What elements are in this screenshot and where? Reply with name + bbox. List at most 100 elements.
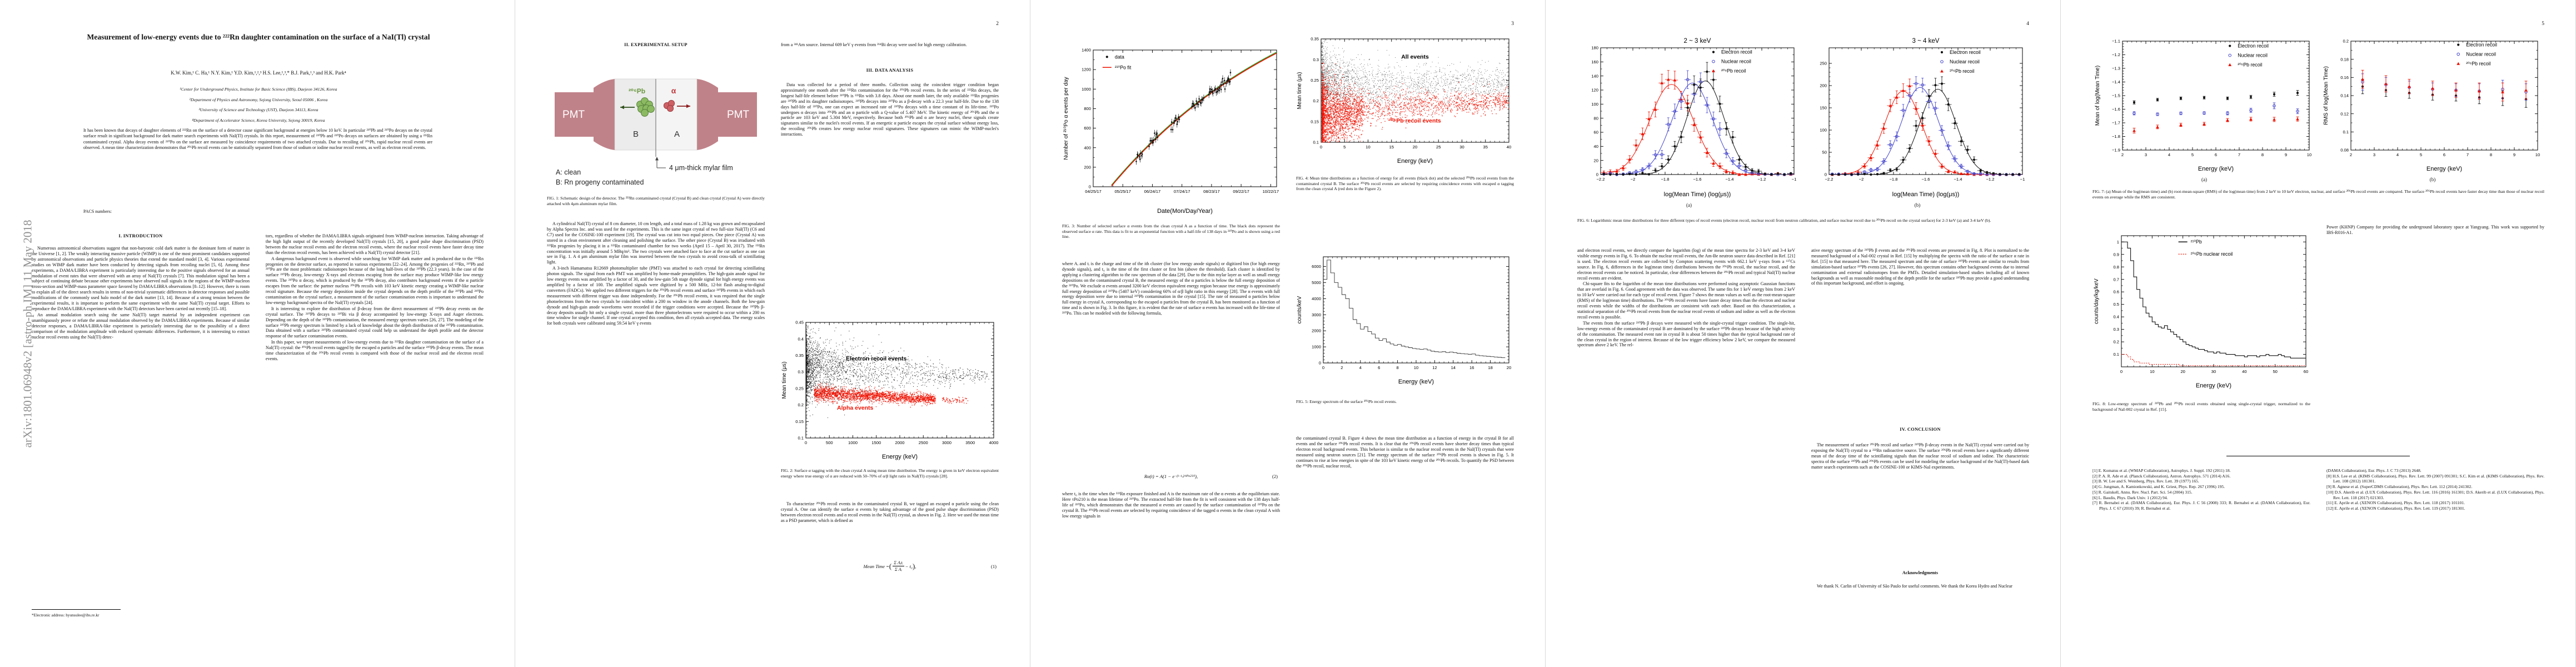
figure-7b-sublabel: (b) <box>2429 177 2436 182</box>
figure-6-caption: FIG. 6: Logarithmic mean time distributi… <box>1577 218 1991 223</box>
svg-text:4000: 4000 <box>989 440 999 445</box>
paragraph: [3] B. W. Lee and S. Weinberg, Phys. Rev… <box>2092 479 2199 484</box>
paragraph: Data was collected for a period of three… <box>781 82 999 137</box>
eq1-lhs: Mean Time = <box>863 563 889 569</box>
figure-7-caption: FIG. 7: (a) Mean of the log(mean time) a… <box>2092 189 2544 200</box>
figure-4: 0 5 10 15 20 25 30 35 40 0.1 0.15 0.2 0.25 0.3 0.35 Ene… <box>1294 33 1516 167</box>
page-number: 3 <box>1511 21 1514 27</box>
page1-column1-text: Numerous astronomical observations sugge… <box>32 246 250 601</box>
figure-7a: 2 3 4 5 6 7 8 9 10 −1.9 −1.8 −1.7 −1.6 −1.5 −1.4 −1.3 −1… <box>2092 34 2316 175</box>
figure-7a-sublabel: (a) <box>2201 177 2207 182</box>
paragraph: Chi-square fits to the logarithm of the … <box>1577 281 1795 320</box>
paragraph: where t₀ is the time when the ²²²Rn expo… <box>1062 491 1280 519</box>
svg-text:Energy (keV): Energy (keV) <box>882 454 918 460</box>
paragraph: where Aᵢ and tᵢ is the charge and time o… <box>1062 261 1280 316</box>
svg-text:2500: 2500 <box>919 440 928 445</box>
svg-text:0.25: 0.25 <box>795 386 804 391</box>
page5-acknowledgments-continuation: Power (KHNP) Company for providing the u… <box>2326 225 2544 236</box>
page3-column2-text: the contaminated crystal B. Figure 4 sho… <box>1296 436 1514 469</box>
svg-text:4 μm-thick mylar film: 4 μm-thick mylar film <box>669 164 733 172</box>
svg-text:²⁰⁶Pb: ²⁰⁶Pb <box>629 87 645 95</box>
continuation-paragraph: ative energy spectrum of the ²¹⁰Pb β eve… <box>1811 248 2029 286</box>
svg-text:0.4: 0.4 <box>798 336 804 341</box>
affiliations: ¹Center for Underground Physics, Institu… <box>56 82 461 128</box>
page3-column1-text: where Aᵢ and tᵢ is the charge and time o… <box>1062 261 1280 317</box>
paragraph: [10] D.S. Akerib et al. (LUX Collaborati… <box>2326 489 2544 500</box>
continuation-paragraph: Power (KHNP) Company for providing the u… <box>2326 225 2544 235</box>
page-1: arXiv:1801.06948v2 [astro-ph.IM] 11 May … <box>0 0 515 667</box>
page-number: 2 <box>996 21 999 27</box>
svg-text:3500: 3500 <box>965 440 975 445</box>
author-list: K.W. Kim,¹ C. Ha,¹ N.Y. Kim,¹ Y.D. Kim,¹… <box>171 70 346 76</box>
paragraph: ⁴Department of Accelerator Science, Kore… <box>192 117 325 123</box>
paragraph: In this paper, we report measurements of… <box>266 340 484 361</box>
paragraph: [9] R. Agnese et al. (SuperCDMS Collabor… <box>2326 484 2473 490</box>
svg-text:0.35: 0.35 <box>795 353 804 358</box>
paragraph: Numerous astronomical observations sugge… <box>32 246 250 311</box>
figure-6b-sublabel: (b) <box>1914 202 1921 208</box>
figure-8: 0 10 20 30 40 50 60 0.1 0.2 0.3 0.4 0.5 0.6 0.7 0.8 0.9… <box>2091 229 2313 391</box>
paragraph: [6] L. Baudis, Phys. Dark Univ. 1 (2012)… <box>2092 495 2168 500</box>
svg-text:B: B <box>633 130 639 139</box>
svg-text:500: 500 <box>826 440 833 445</box>
paragraph: An annual modulation search using the sa… <box>32 312 250 340</box>
page-5: 5 2 3 4 5 6 7 8 9 10 −1.9 −1.8 −1.7 −1.6 −1.5 −1.4 −1.3… <box>2061 0 2576 667</box>
svg-text:1000: 1000 <box>848 440 858 445</box>
paragraph: [12] E. Aprile et al. (XENON Collaborati… <box>2326 506 2465 511</box>
paragraph: [5] R. Gaitskell, Annu. Rev. Nucl. Part.… <box>2092 489 2193 495</box>
section-heading-conclusion: IV. CONCLUSION <box>1900 427 1941 432</box>
paragraph: [7] R. Bernabei et al. (DAMA Collaborati… <box>2092 500 2310 511</box>
figure-3: 04/25/17 05/25/17 06/24/17 07/24/17 08/23/17… <box>1061 43 1282 217</box>
page-2: 2 II. EXPERIMENTAL SETUP PMT PMT ²⁰⁶Pb α B A 4… <box>515 0 1030 667</box>
paragraph: and electron recoil events, we directly … <box>1577 248 1795 281</box>
figure-3-caption: FIG. 3: Number of selected surface α eve… <box>1062 223 1280 240</box>
page2-column2-text: Data was collected for a period of three… <box>781 82 999 316</box>
continuation-paragraph: from a ²⁴¹Am source. Internal 609 keV γ … <box>781 42 967 47</box>
svg-text:0.1: 0.1 <box>798 436 804 441</box>
eq2-close: ), <box>1195 474 1198 479</box>
svg-text:0.15: 0.15 <box>795 419 804 424</box>
svg-text:A: A <box>674 130 680 139</box>
page-4: 4 2 ~ 3 keV −2.2 −2 −1.8 −1.6 −1.4 −1.2 −1 0 20 40… <box>1546 0 2061 667</box>
figure-6b: 3 ~ 4 keV −2.2 −2 −1.8 −1.6 −1.4 −1.2 −1 0 50 100 1… <box>1806 33 2029 200</box>
acknowledgments-heading: Acknowledgments <box>1902 570 1939 575</box>
paragraph: A 3-inch Hamamatsu R12669 photomultiplie… <box>547 266 765 326</box>
page2-column2-text2: To characterize ²⁰⁶Pb recoil events in t… <box>781 501 999 524</box>
eq2-body: Rα(t) = A(1 − e <box>1144 474 1175 479</box>
figure-4-caption: FIG. 4: Mean time distributions as a fun… <box>1296 176 1514 192</box>
svg-text:B: Rn progeny contaminated: B: Rn progeny contaminated <box>556 178 644 186</box>
svg-text:A: clean: A: clean <box>556 168 581 176</box>
acknowledgments-text: We thank N. Carlin of University of São … <box>1811 584 2029 590</box>
svg-text:PMT: PMT <box>562 109 585 121</box>
paragraph: The measurement of surface ²⁰⁶Pb recoil … <box>1811 442 2029 470</box>
paragraph: [4] G. Jungman, A. Kamionkowski, and K. … <box>2092 484 2225 490</box>
page1-column2-text: tors, regardless of whether the DAMA/LIB… <box>266 233 484 648</box>
section-heading-analysis: III. DATA ANALYSIS <box>866 68 914 73</box>
svg-text:3000: 3000 <box>942 440 951 445</box>
pacs-line: PACS numbers: <box>83 209 112 214</box>
figure-6a: 2 ~ 3 keV −2.2 −2 −1.8 −1.6 −1.4 −1.2 −1 0 20 40 60… <box>1577 33 1801 200</box>
paper-title: Measurement of low-energy events due to … <box>87 33 430 41</box>
paragraph: the contaminated crystal B. Figure 4 sho… <box>1296 436 1514 469</box>
figure-2-caption: FIG. 2: Surface α tagging with the clean… <box>781 468 999 479</box>
paragraph: (DAMA Collaboration), Eur. Phys. J. C 73… <box>2326 468 2421 473</box>
figure-2: 0 500 1000 1500 2000 2500 3000 3500 4000 0.1 0.15 0… <box>779 317 1000 462</box>
svg-text:1500: 1500 <box>871 440 881 445</box>
page-number: 4 <box>2026 21 2029 27</box>
paragraph: The events from the surface ²¹⁰Pb β deca… <box>1577 320 1795 348</box>
section-heading-setup: II. EXPERIMENTAL SETUP <box>624 42 687 47</box>
page4-conclusion-text: The measurement of surface ²⁰⁶Pb recoil … <box>1811 442 2029 471</box>
paragraph: To characterize ²⁰⁶Pb recoil events in t… <box>781 501 999 523</box>
equation-1: Mean Time = ( Σ Aᵢtᵢ Σ Aᵢ − t₀ ), (1) <box>863 560 996 572</box>
figure-5: 0 2 4 6 8 10 12 14 16 18 20 0 1000 2000 3000 4000 5000 60… <box>1294 251 1516 387</box>
paragraph: It is interesting to explore the distrib… <box>266 306 484 339</box>
section-heading-introduction: I. INTRODUCTION <box>118 233 163 238</box>
paragraph: [1] E. Komatsu et al. (WMAP Collaboratio… <box>2092 468 2231 473</box>
eq1-tag: (1) <box>990 563 996 569</box>
paragraph: A cylindrical NaI(Tl) crystal of 8 cm di… <box>547 221 765 265</box>
svg-text:0.45: 0.45 <box>795 320 804 325</box>
page4-column2-continuation: ative energy spectrum of the ²¹⁰Pb β eve… <box>1811 248 2029 287</box>
page2-column1-text: A cylindrical NaI(Tl) crystal of 8 cm di… <box>547 221 765 649</box>
figure-8-caption: FIG. 8: Low-energy spectrum of ²¹⁰Pb and… <box>2092 401 2310 412</box>
